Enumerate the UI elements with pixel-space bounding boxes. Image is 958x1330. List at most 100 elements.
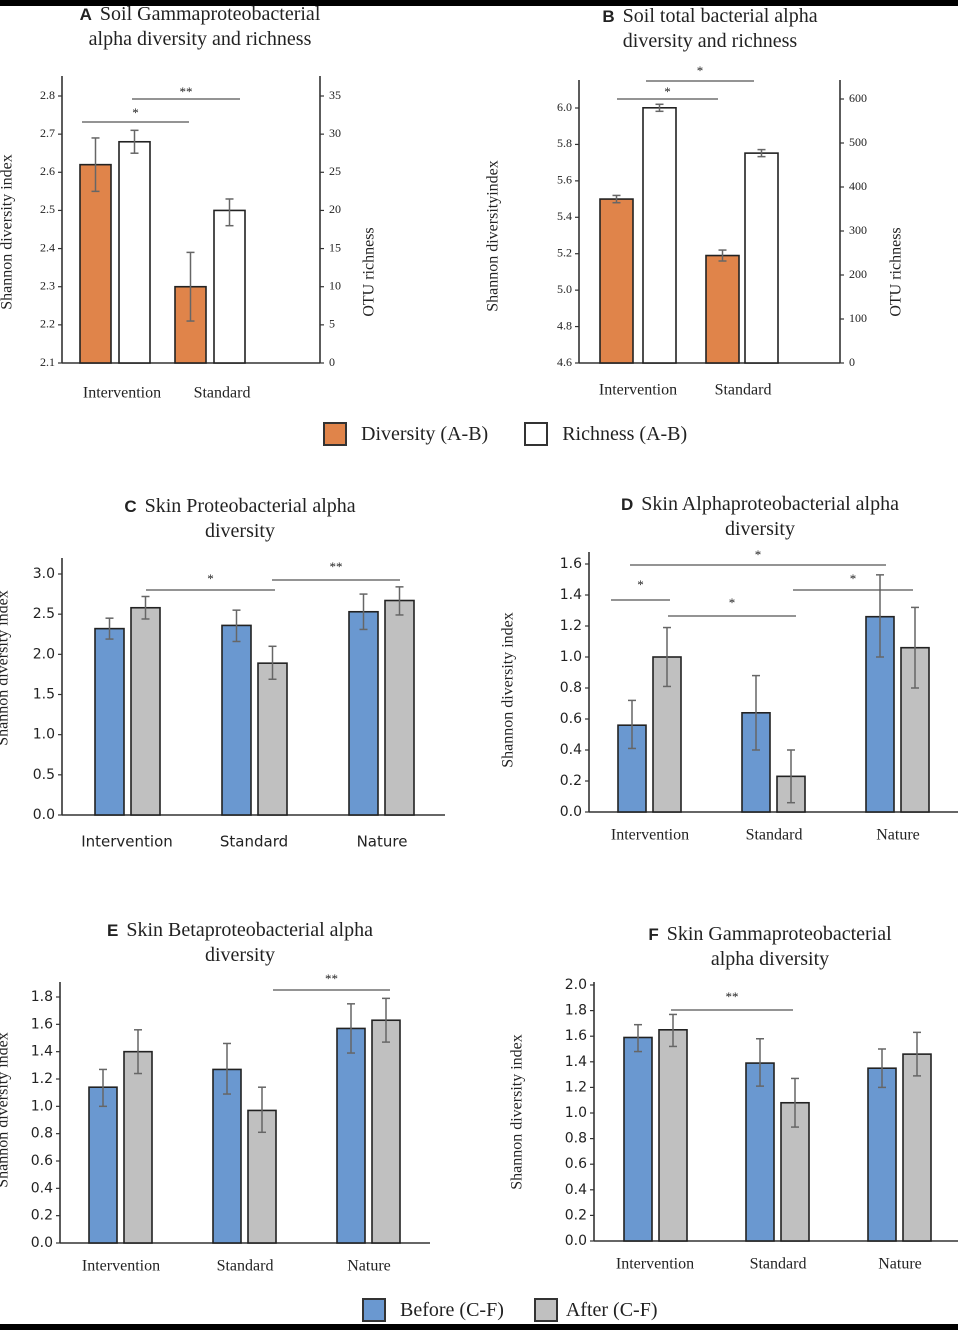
panel-c-category-label: Intervention [81,833,173,851]
panel-c-significance-label: * [207,571,214,586]
panel-e-y-tick-label: 0.4 [31,1180,53,1196]
panel-e-letter: E [107,921,119,940]
panel-e-y-tick-label: 1.6 [31,1016,53,1032]
legend-label-after: After (C-F) [565,1298,658,1321]
panel-c-bar-nature-s2 [384,599,415,816]
panel-b-y2-tick-label: 500 [849,135,867,149]
panel-f-title-line2: alpha diversity [710,948,830,970]
panel-f-y-label: Shannon diversity index [509,1034,526,1190]
panel-e-y-tick-label: 1.8 [31,989,53,1005]
panel-b-title-line1: Soil total bacterial alpha [622,5,818,27]
panel-f-y-tick-label: 1.6 [565,1028,587,1044]
panel-a-category-label: Intervention [83,385,161,402]
panel-c-category-label: Nature [357,833,408,851]
panel-e-y-tick-label: 0.6 [31,1153,53,1169]
panel-b-y2-tick-label: 0 [849,355,855,369]
panel-d-y-tick-label: 1.2 [560,618,582,634]
panel-e-bar-nature-s1 [336,1027,366,1244]
panel-d-title-line2: diversity [725,518,795,540]
panel-d-title: D Skin Alphaproteobacterial alpha diversi… [580,492,940,542]
panel-a-y-tick-label: 2.1 [40,355,55,369]
panel-d-category-label: Nature [876,827,920,844]
panel-a-y-tick-label: 2.6 [40,164,55,178]
panel-d-category-label: Intervention [611,827,689,844]
panel-c-bar-intervention-s2 [130,606,161,816]
panel-e-y-tick-label: 0.2 [31,1208,53,1224]
panel-b-category-label: Intervention [599,382,677,399]
panel-e-category-label: Nature [347,1258,391,1275]
panel-d-y-tick-label: 0.4 [560,742,582,758]
panel-a-y2-tick-label: 30 [329,126,341,140]
panel-a-title: A Soil Gammaproteobacterial alpha diversi… [40,2,360,52]
panel-f-y-tick-label: 1.0 [565,1105,587,1121]
panel-b-y-tick-label: 6.0 [557,100,572,114]
panel-a-y-tick-label: 2.3 [40,278,55,292]
panel-f-category-label: Nature [878,1256,922,1273]
panel-c-bar-standard-s2 [257,662,288,816]
panel-e-title-line2: diversity [205,944,275,966]
panel-b-y2-label: OTU richness [888,227,905,316]
panel-d-y-tick-label: 0.6 [560,711,582,727]
panel-c-y-label: Shannon diversity index [0,590,12,746]
panel-b-bar-standard-s1 [705,254,740,364]
panel-a-y-tick-label: 2.5 [40,202,55,216]
panel-d-y-tick-label: 1.0 [560,649,582,665]
panel-b-y-tick-label: 4.6 [557,355,572,369]
panel-f-category-label: Standard [750,1256,807,1273]
panel-a-y-tick-label: 2.2 [40,317,55,331]
panel-a-bar-intervention-s1 [79,163,112,364]
panel-d-y-tick-label: 1.4 [560,587,582,603]
panel-a-y-tick-label: 2.7 [40,126,55,140]
panel-a-significance-label: ** [180,84,193,99]
panel-c-bar-nature-s1 [348,610,379,816]
panel-f-y-tick-label: 0.2 [565,1207,587,1223]
panel-b-y-tick-label: 5.6 [557,173,572,187]
panel-a-letter: A [79,5,92,24]
panel-f-bar-nature-s2 [902,1053,932,1242]
panel-a-y-label: Shannon diversity index [0,154,16,310]
panel-a-y2-tick-label: 20 [329,202,341,216]
panel-b-y2-tick-label: 300 [849,223,867,237]
panel-e-title: E Skin Betaproteobacterial alpha diversit… [60,918,420,968]
panel-f-letter: F [648,925,659,944]
panel-d-y-label: Shannon diversity index [500,612,517,768]
panel-b-significance-label: * [664,84,671,99]
panel-b-y2-tick-label: 100 [849,311,867,325]
panel-e-bar-intervention-s2 [123,1050,153,1244]
panel-f-bar-intervention-s1 [623,1036,653,1242]
panel-e-title-line1: Skin Betaproteobacterial alpha [126,919,373,941]
panel-f-y-tick-label: 1.4 [565,1054,587,1070]
panel-d-y-tick-label: 0.2 [560,773,582,789]
panel-d-significance-label: * [637,577,644,592]
panel-b-title-line2: diversity and richness [622,30,798,52]
panel-c-title: C Skin Proteobacterial alpha diversity [90,494,390,544]
panel-a-y2-tick-label: 25 [329,164,341,178]
panel-d-title-line1: Skin Alphaproteobacterial alpha [641,493,899,515]
panel-e-bar-standard-s1 [212,1068,242,1244]
legend-item-richness: Richness (A-B) [524,422,687,446]
legend-item-diversity: Diversity (A-B) [323,422,488,446]
panel-f-significance-label: ** [726,989,739,1004]
panel-a-y2-tick-label: 10 [329,278,341,292]
panel-a-y2-tick-label: 0 [329,355,335,369]
panel-d-y-tick-label: 0.8 [560,680,582,696]
panel-b-y-tick-label: 5.2 [557,245,572,259]
panel-c-title-line2: diversity [205,520,275,542]
panel-b-y2-tick-label: 400 [849,179,867,193]
panel-b-y-tick-label: 5.8 [557,136,572,150]
legend-ab: Diversity (A-B) Richness (A-B) [323,422,723,446]
panel-b-y2-tick-label: 600 [849,91,867,105]
panel-c-y-tick-label: 2.0 [33,646,55,662]
panel-d-y-tick-label: 0.0 [560,804,582,820]
panel-b-title: B Soil total bacterial alpha diversity an… [560,4,860,54]
panel-c-bar-intervention-s1 [94,627,125,816]
panel-e-y-tick-label: 0.8 [31,1126,53,1142]
panel-a-significance-label: * [132,105,139,120]
panel-b-category-label: Standard [715,382,772,399]
panel-c-y-tick-label: 2.5 [33,606,55,622]
legend-item-before: Before (C-F) [362,1298,504,1322]
panel-c-y-tick-label: 1.5 [33,687,55,703]
panel-b-letter: B [602,7,615,26]
panel-a-y2-tick-label: 15 [329,240,341,254]
